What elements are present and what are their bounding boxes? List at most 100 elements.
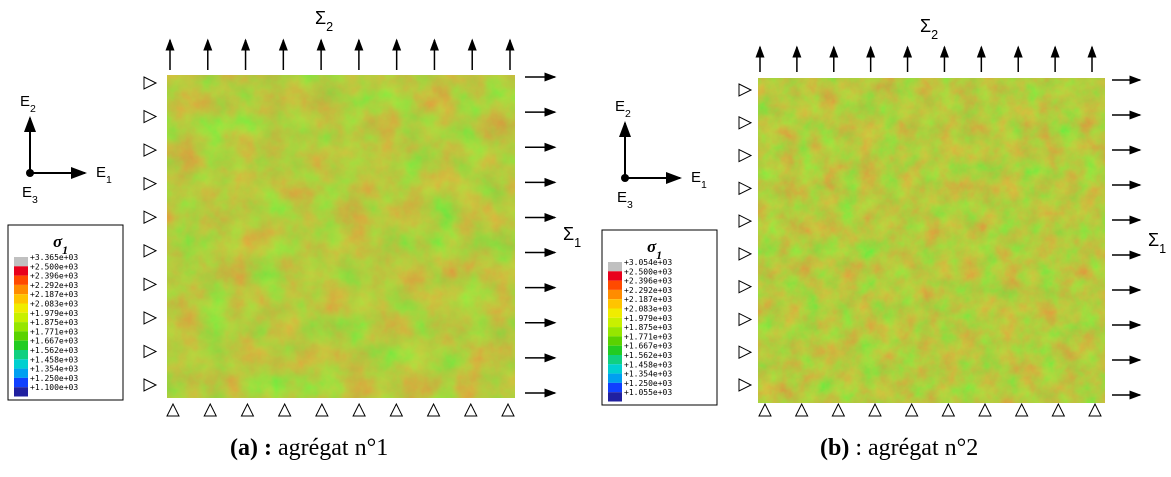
legend-swatch <box>608 364 622 374</box>
label-e3-sub: 3 <box>627 199 633 211</box>
boundary-support <box>941 402 956 417</box>
boundary-support <box>277 402 292 417</box>
sigma-right-symbol: Σ <box>563 224 574 244</box>
legend-value: +2.396e+03 <box>30 272 78 281</box>
legend-value: +2.187e+03 <box>30 290 78 299</box>
legend-swatch <box>14 387 28 397</box>
legend-swatch <box>14 377 28 388</box>
legend-swatch <box>608 382 622 393</box>
boundary-support <box>389 402 404 417</box>
label-e1: E1 <box>691 169 707 191</box>
legend-swatch <box>608 336 622 346</box>
legend-swatch <box>608 355 622 365</box>
boundary-support <box>1014 402 1029 417</box>
label-e3-symbol: E <box>617 189 627 206</box>
boundary-support <box>352 402 366 417</box>
legend-value: +1.458e+03 <box>30 355 78 364</box>
sigma-top-sub: 2 <box>326 20 333 34</box>
label-e1-symbol: E <box>96 164 106 181</box>
boundary-support <box>758 402 772 417</box>
boundary-support <box>143 344 158 359</box>
legend-swatch <box>14 340 28 350</box>
label-e2: E2 <box>20 93 36 115</box>
legend-value: +1.250e+03 <box>30 374 78 383</box>
sigma-right-sub: 1 <box>1159 242 1166 256</box>
legend-title-symbol: σ <box>647 237 657 256</box>
caption-label: (a) : <box>230 435 272 461</box>
sigma-top: Σ2 <box>315 8 333 34</box>
label-e2-sub: 2 <box>30 103 36 115</box>
boundary-support <box>1088 402 1102 417</box>
legend-value: +1.562e+03 <box>624 351 672 360</box>
legend-value: +1.979e+03 <box>624 314 672 323</box>
boundary-support <box>240 402 255 417</box>
legend-value: +1.354e+03 <box>624 370 672 379</box>
legend-swatch <box>608 308 622 318</box>
legend-value: +2.396e+03 <box>624 277 672 286</box>
legend-value: +2.292e+03 <box>624 286 672 295</box>
legend-swatch <box>14 275 28 285</box>
sigma-right: Σ1 <box>1148 230 1166 256</box>
boundary-support <box>738 83 753 97</box>
legend-swatch <box>14 350 28 360</box>
label-e2: E2 <box>615 98 631 120</box>
legend-value: +1.250e+03 <box>624 379 672 388</box>
boundary-support <box>738 312 753 327</box>
boundary-support <box>143 143 158 157</box>
legend-swatch <box>608 392 622 402</box>
legend-title-sub: 1 <box>656 248 662 262</box>
boundary-support <box>738 378 753 392</box>
legend-value: +1.875e+03 <box>30 318 78 327</box>
boundary-support <box>143 243 158 258</box>
sigma-top-sub: 2 <box>931 28 938 42</box>
boundary-support <box>738 148 753 163</box>
legend-swatch <box>608 289 622 300</box>
boundary-support <box>794 402 809 417</box>
label-e1-sub: 1 <box>106 174 112 186</box>
boundary-support <box>203 402 218 417</box>
legend-value: +2.083e+03 <box>624 305 672 314</box>
legend-swatch <box>608 327 622 337</box>
legend-swatch <box>14 359 28 369</box>
contour-texture <box>758 78 1105 403</box>
label-e1-symbol: E <box>691 169 701 186</box>
legend-swatch <box>14 368 28 378</box>
sigma-top-symbol: Σ <box>315 8 326 28</box>
legend-swatch <box>608 317 622 328</box>
legend-value: +2.292e+03 <box>30 281 78 290</box>
label-e3-symbol: E <box>22 184 32 201</box>
sigma-right-symbol: Σ <box>1148 230 1159 250</box>
label-e1: E1 <box>96 164 112 186</box>
contour-texture <box>167 75 515 398</box>
legend-swatch <box>14 266 28 276</box>
sigma-top: Σ2 <box>920 16 938 42</box>
legend-swatch <box>608 299 622 309</box>
legend-title: σ1 <box>53 232 68 257</box>
legend-title: σ1 <box>647 237 662 262</box>
legend-value: +3.365e+03 <box>30 253 78 262</box>
legend-swatch <box>608 262 622 272</box>
boundary-support <box>738 181 753 196</box>
legend-value: +1.055e+03 <box>624 388 672 397</box>
caption-text: agrégat n°1 <box>278 435 388 461</box>
legend-value: +2.500e+03 <box>30 262 78 271</box>
legend-value: +1.100e+03 <box>30 383 78 392</box>
boundary-support <box>831 402 846 417</box>
caption: (b) : agrégat n°2 <box>820 435 978 461</box>
caption: (a) : agrégat n°1 <box>230 435 388 461</box>
boundary-support <box>315 402 329 417</box>
label-e2-symbol: E <box>20 93 30 110</box>
label-e3: E3 <box>22 184 38 206</box>
label-e3: E3 <box>617 189 633 211</box>
boundary-support <box>978 402 992 417</box>
boundary-support <box>738 115 753 130</box>
boundary-support <box>426 402 441 417</box>
legend-value: +2.083e+03 <box>30 300 78 309</box>
boundary-support <box>166 402 180 417</box>
label-e3-sub: 3 <box>32 194 38 206</box>
legend-value: +1.667e+03 <box>30 337 78 346</box>
legend-swatch <box>608 345 622 355</box>
legend-value: +1.979e+03 <box>30 309 78 318</box>
caption-text: : agrégat n°2 <box>855 435 978 461</box>
